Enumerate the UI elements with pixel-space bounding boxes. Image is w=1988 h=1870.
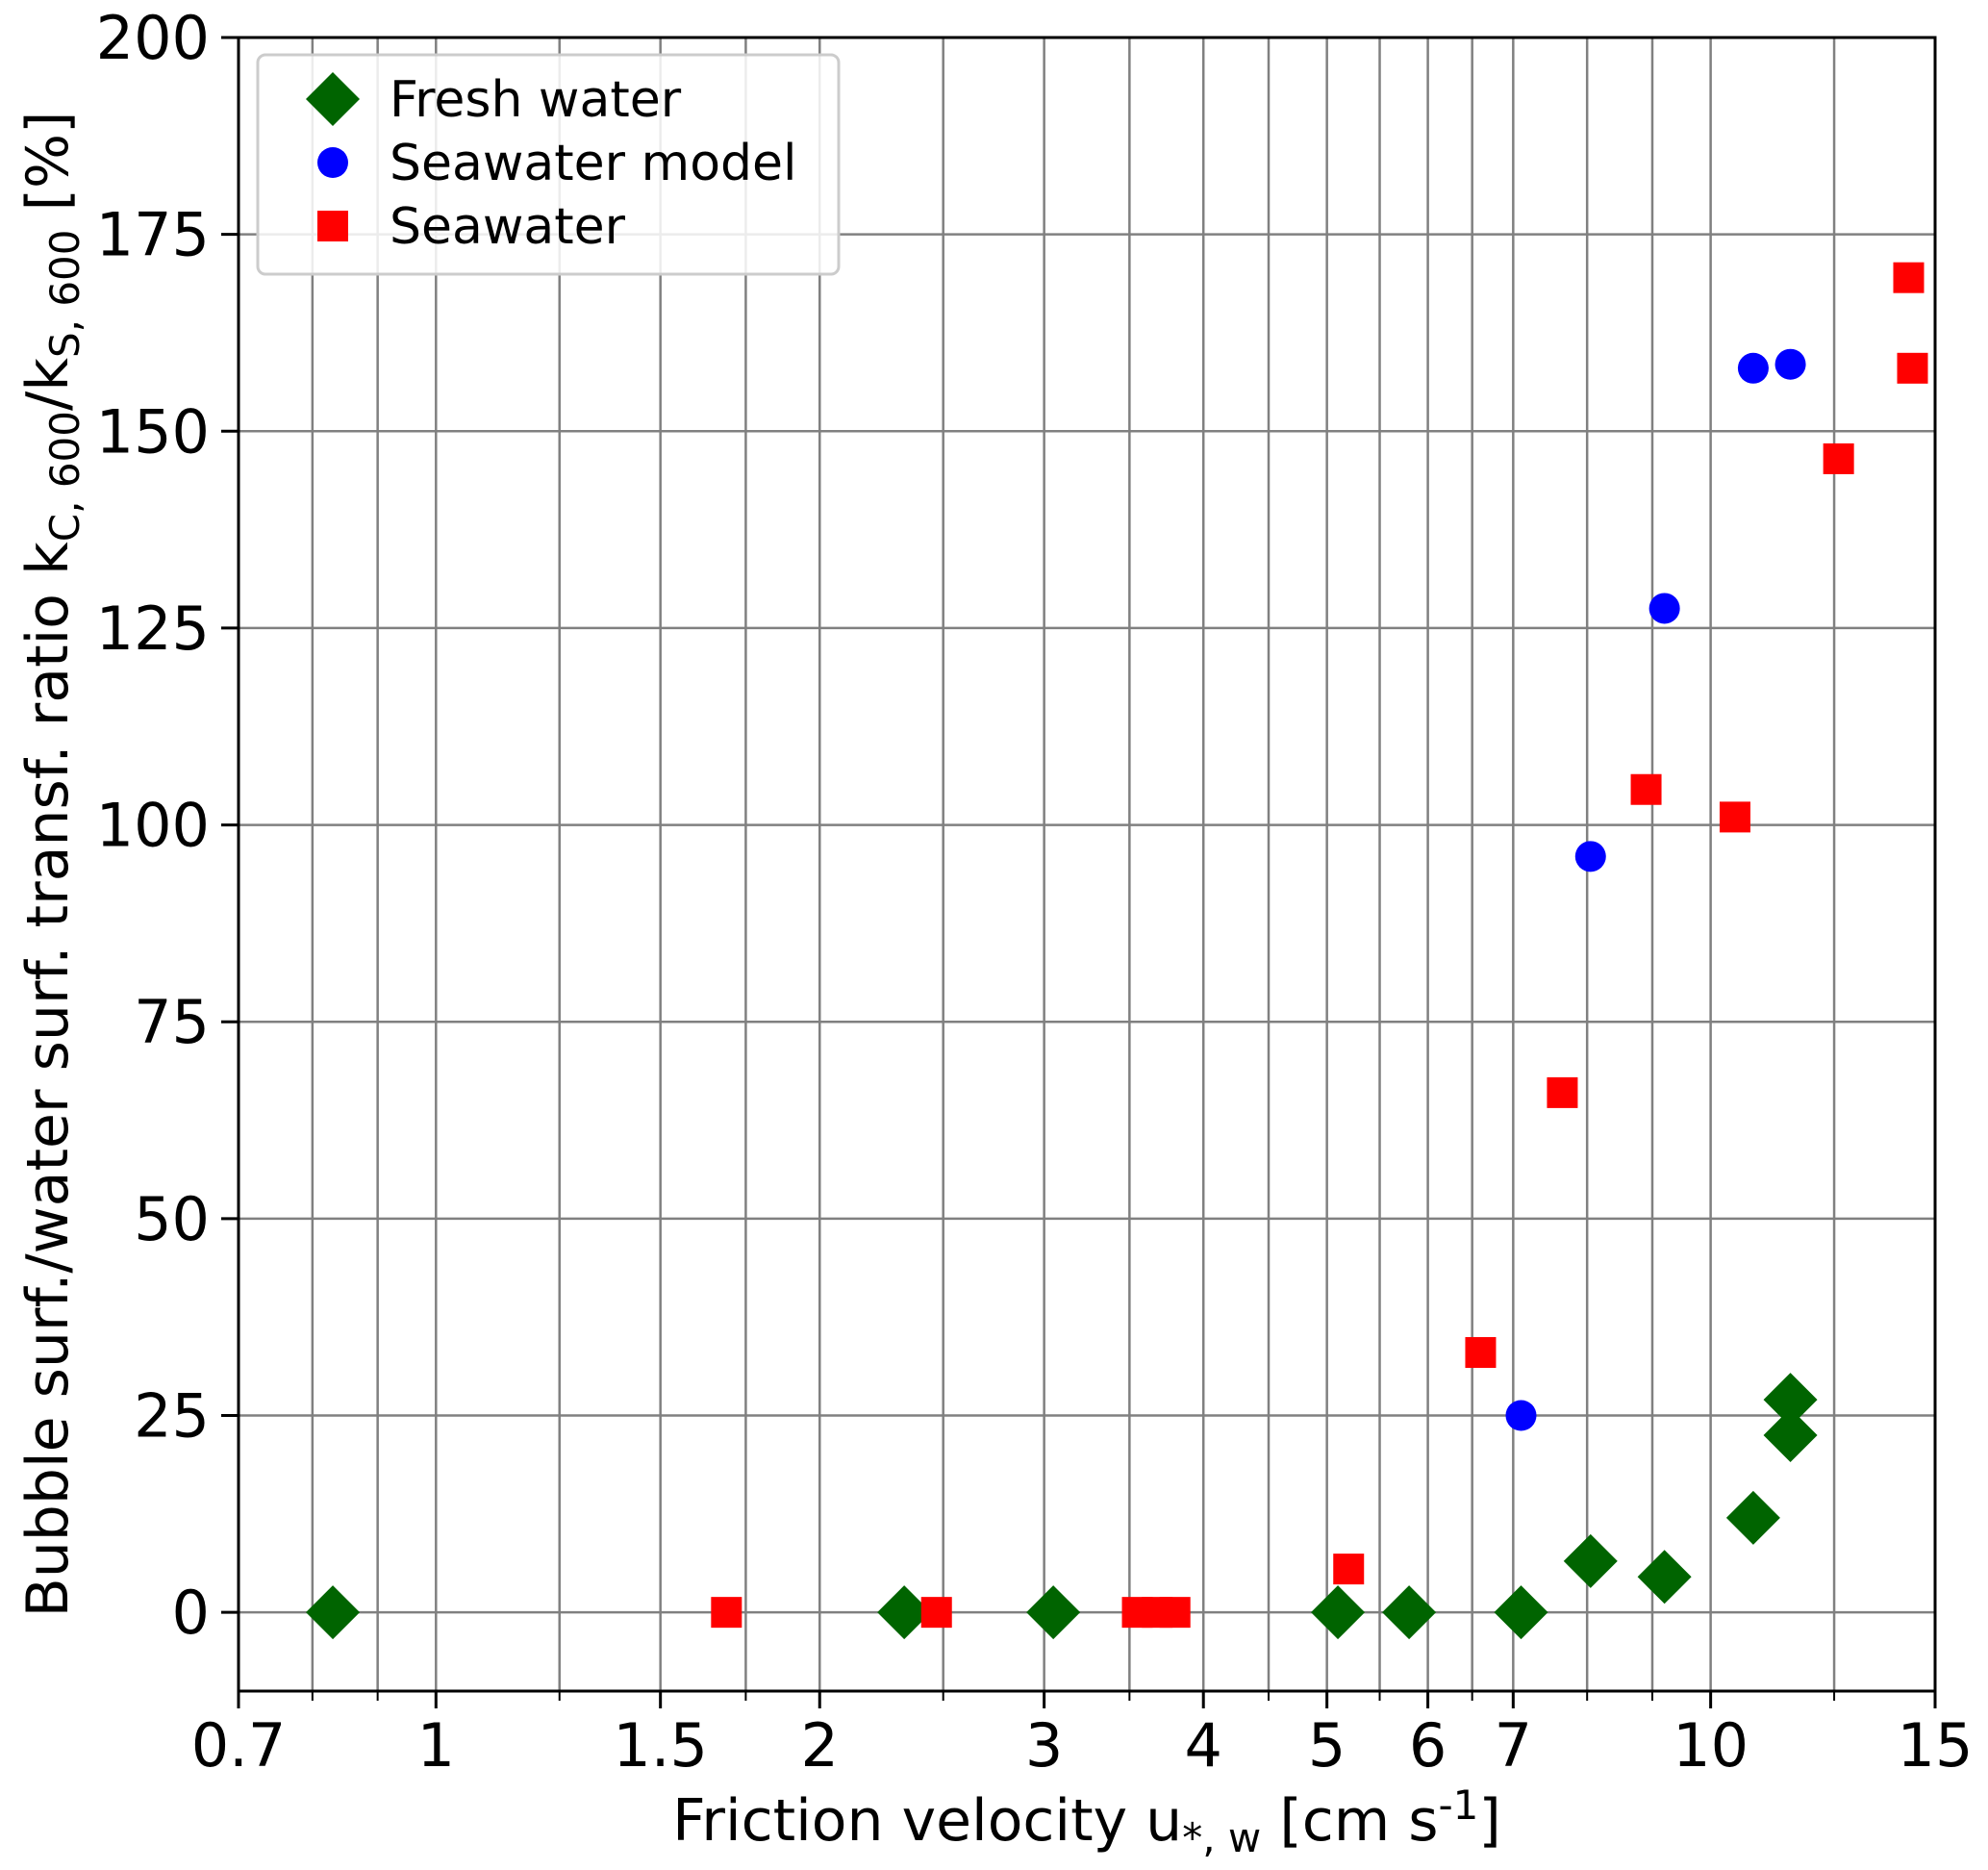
data-point-square-marker	[1823, 442, 1854, 474]
data-point-square-marker	[1893, 262, 1925, 293]
data-point-diamond-marker	[1763, 1407, 1818, 1462]
y-tick-label: 150	[96, 396, 210, 467]
legend-circle-marker	[317, 147, 348, 178]
data-point-square-marker	[920, 1597, 952, 1629]
series-seawater	[711, 262, 1928, 1629]
x-tick-label: 10	[1673, 1710, 1749, 1781]
data-point-diamond-marker	[306, 1585, 361, 1640]
data-point-square-marker	[1897, 352, 1928, 384]
data-point-circle-marker	[1574, 841, 1606, 872]
x-tick-label: 5	[1308, 1710, 1346, 1781]
legend-diamond-marker	[306, 72, 360, 126]
data-point-diamond-marker	[1311, 1585, 1366, 1640]
data-point-square-marker	[1547, 1076, 1578, 1108]
data-point-circle-marker	[1737, 352, 1769, 384]
y-tick-label: 0	[172, 1578, 210, 1648]
data-point-diamond-marker	[1725, 1490, 1780, 1545]
data-point-diamond-marker	[1763, 1373, 1818, 1428]
data-point-square-marker	[1630, 773, 1662, 805]
data-point-square-marker	[1465, 1337, 1497, 1369]
data-point-circle-marker	[1648, 593, 1680, 624]
legend-label: Seawater	[390, 198, 626, 256]
data-point-diamond-marker	[877, 1585, 932, 1640]
plot-frame	[237, 36, 1937, 1693]
x-tick-label: 0.7	[191, 1710, 287, 1781]
data-point-diamond-marker	[1637, 1550, 1692, 1605]
data-point-diamond-marker	[1026, 1585, 1081, 1640]
x-axis-title: Friction velocity u*, w [cm s-1]	[672, 1782, 1501, 1861]
y-tick-label: 175	[96, 200, 210, 270]
grid-lines	[237, 36, 1937, 1691]
y-tick-label: 125	[96, 594, 210, 664]
legend-label: Fresh water	[390, 71, 682, 129]
y-tick-label: 75	[134, 987, 210, 1057]
data-point-circle-marker	[1505, 1400, 1537, 1431]
x-tick-label: 3	[1025, 1710, 1063, 1781]
y-tick-label: 50	[134, 1184, 210, 1254]
data-point-square-marker	[711, 1597, 742, 1629]
data-point-diamond-marker	[1563, 1533, 1618, 1588]
legend-label: Seawater model	[390, 135, 796, 192]
data-point-diamond-marker	[1382, 1585, 1437, 1640]
x-tick-label: 4	[1184, 1710, 1221, 1781]
y-tick-label: 25	[134, 1381, 210, 1452]
series-fresh-water	[306, 1373, 1818, 1640]
x-tick-label: 6	[1409, 1710, 1447, 1781]
x-tick-label: 1.5	[613, 1710, 708, 1781]
data-point-circle-marker	[1774, 348, 1806, 380]
data-point-square-marker	[1719, 801, 1750, 833]
y-tick-label: 100	[96, 791, 210, 861]
x-tick-label: 1	[417, 1710, 455, 1781]
legend-box	[256, 53, 841, 276]
legend-square-marker	[317, 211, 348, 241]
y-tick-label: 200	[96, 3, 210, 73]
y-axis-title: Bubble surf./water surf. transf. ratio k…	[14, 112, 88, 1618]
data-point-diamond-marker	[1494, 1585, 1548, 1640]
data-markers	[306, 262, 1928, 1640]
legend: Fresh water Seawater model Seawater	[256, 53, 841, 276]
x-tick-label: 15	[1898, 1710, 1974, 1781]
data-point-square-marker	[1333, 1554, 1365, 1585]
data-point-square-marker	[1159, 1597, 1191, 1629]
x-tick-label: 7	[1495, 1710, 1532, 1781]
x-tick-label: 2	[801, 1710, 839, 1781]
series-seawater-model	[1505, 348, 1806, 1431]
